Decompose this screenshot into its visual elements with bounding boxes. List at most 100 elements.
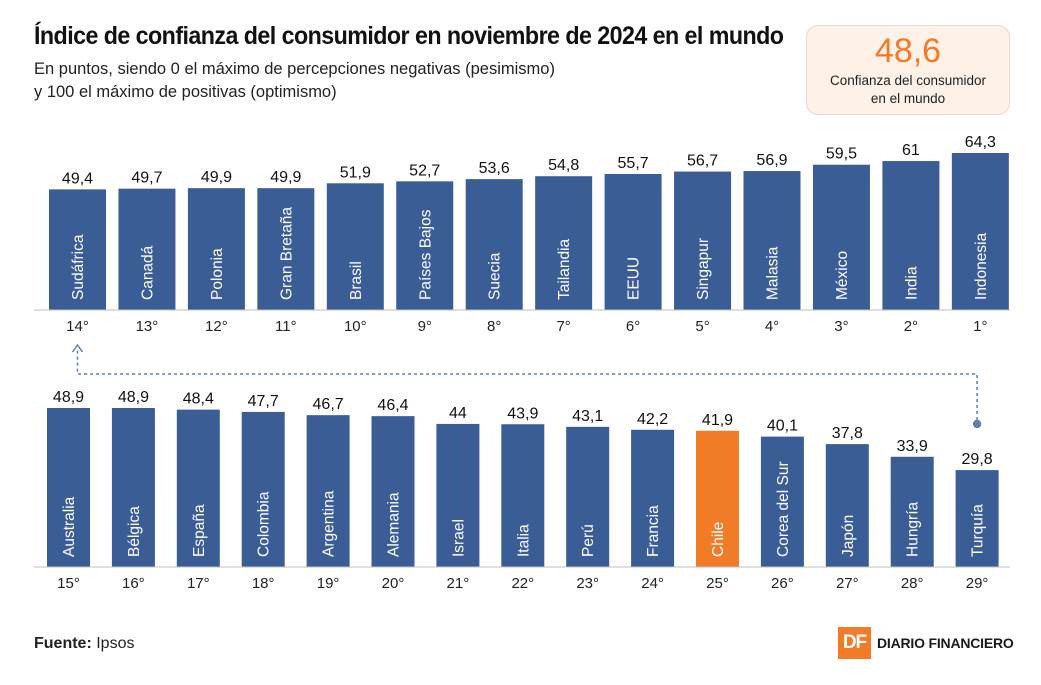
bar-chile	[696, 430, 739, 567]
rank-label-francia: 24°	[641, 575, 664, 592]
rank-label-espana: 17°	[187, 575, 210, 592]
rank-label-india: 2°	[904, 318, 918, 335]
world-confidence-value: 48,6	[874, 32, 942, 70]
value-label-belgica: 48,9	[118, 389, 149, 406]
connector-dot	[972, 419, 982, 429]
value-label-malasia: 56,9	[756, 152, 787, 169]
category-label-polonia: Polonia	[209, 248, 226, 300]
category-label-suecia: Suecia	[487, 252, 504, 300]
category-label-israel: Israel	[450, 519, 467, 557]
category-label-brasil: Brasil	[348, 261, 365, 300]
bar-tailandia	[535, 176, 593, 310]
rank-label-eeuu: 6°	[626, 318, 640, 335]
value-label-brasil: 51,9	[340, 164, 371, 181]
category-label-turquia: Turquía	[970, 504, 987, 557]
bar-sudafrica	[49, 189, 106, 310]
bar-corea-del-sur	[760, 436, 804, 567]
category-label-corea-del-sur: Corea del Sur	[775, 461, 792, 557]
value-label-alemania: 46,4	[377, 397, 408, 414]
value-label-mexico: 59,5	[826, 146, 857, 163]
bar-francia	[631, 429, 675, 567]
value-label-espana: 48,4	[183, 391, 214, 408]
bar-hungria	[890, 456, 934, 567]
value-label-paises-bajos: 52,7	[409, 162, 440, 179]
category-label-peru: Perú	[580, 524, 597, 557]
category-label-tailandia: Tailandia	[556, 238, 573, 300]
value-label-polonia: 49,9	[201, 169, 232, 186]
world-confidence-label-line-2: en el mundo	[870, 91, 946, 106]
value-label-japon: 37,8	[832, 425, 863, 442]
ranking-connector	[71, 343, 982, 429]
rank-label-gran-bretana: 11°	[275, 318, 297, 335]
category-label-sudafrica: Sudáfrica	[70, 234, 87, 300]
bottom-panel: 48,9 Australia 15° 48,9 Bélgica 16° 48,4 España…	[34, 389, 1010, 592]
bar-brasil	[326, 183, 384, 310]
category-label-paises-bajos: Países Bajos	[417, 209, 434, 300]
chart-subtitle: En puntos, siendo 0 el máximo de percepc…	[34, 58, 555, 104]
category-label-singapur: Singapur	[695, 238, 712, 300]
bar-belgica	[111, 408, 155, 567]
bar-suecia	[465, 179, 523, 310]
rank-label-turquia: 29°	[966, 575, 989, 592]
rank-label-peru: 23°	[576, 575, 599, 592]
bar-gran-bretana	[257, 188, 315, 310]
bar-singapur	[674, 171, 732, 310]
rank-label-singapur: 5°	[695, 318, 709, 335]
value-label-corea-del-sur: 40,1	[767, 418, 798, 435]
logo-mark: DF	[838, 627, 871, 659]
bar-espana	[176, 409, 220, 567]
rank-label-sudafrica: 14°	[66, 318, 89, 335]
rank-label-japon: 27°	[836, 575, 859, 592]
world-confidence-card: 48,6 Confianza del consumidor en el mund…	[806, 25, 1010, 115]
category-label-japon: Japón	[840, 515, 857, 557]
bar-canada	[118, 188, 176, 310]
bar-india	[882, 161, 940, 310]
category-label-belgica: Bélgica	[126, 506, 143, 557]
rank-label-brasil: 10°	[344, 318, 367, 335]
category-label-italia: Italia	[515, 524, 532, 557]
bar-indonesia	[951, 153, 1009, 310]
rank-label-canada: 13°	[136, 318, 159, 335]
bar-japon	[825, 444, 869, 567]
category-label-australia: Australia	[61, 496, 78, 557]
value-label-gran-bretana: 49,9	[270, 169, 301, 186]
bar-italia	[501, 424, 545, 567]
category-label-espana: España	[191, 504, 208, 557]
subtitle-line-2: y 100 el máximo de positivas (optimismo)	[34, 83, 337, 101]
bar-mexico	[812, 164, 870, 310]
bar-argentina	[306, 415, 350, 567]
source-note: Fuente: Ipsos	[34, 635, 134, 653]
value-label-eeuu: 55,7	[618, 155, 649, 172]
value-label-suecia: 53,6	[479, 160, 510, 177]
chart-title: Índice de confianza del consumidor en no…	[34, 22, 784, 50]
category-label-malasia: Malasia	[765, 246, 782, 300]
bar-alemania	[371, 416, 415, 567]
bar-paises-bajos	[396, 181, 454, 310]
category-label-gran-bretana: Gran Bretaña	[278, 207, 295, 300]
rank-label-polonia: 12°	[205, 318, 228, 335]
value-label-canada: 49,7	[131, 170, 162, 187]
category-label-eeuu: EEUU	[626, 257, 643, 300]
value-label-indonesia: 64,3	[965, 134, 996, 151]
rank-label-tailandia: 7°	[556, 318, 570, 335]
rank-label-belgica: 16°	[122, 575, 145, 592]
category-label-canada: Canadá	[139, 245, 156, 300]
value-label-turquia: 29,8	[962, 451, 993, 468]
bar-malasia	[743, 171, 801, 310]
bar-australia	[47, 408, 90, 567]
world-confidence-label-line-1: Confianza del consumidor	[829, 73, 987, 88]
rank-label-hungria: 28°	[901, 575, 924, 592]
rank-label-italia: 22°	[511, 575, 534, 592]
logo-text: DIARIO FINANCIERO	[877, 635, 1014, 651]
value-label-india: 61	[902, 142, 920, 159]
value-label-peru: 43,1	[572, 408, 603, 425]
value-label-tailandia: 54,8	[548, 157, 579, 174]
diario-financiero-logo: DF DIARIO FINANCIERO	[838, 627, 1014, 659]
connector-arrowhead	[71, 343, 84, 353]
bar-turquia	[955, 470, 999, 567]
rank-label-suecia: 8°	[487, 318, 501, 335]
category-label-india: India	[903, 266, 920, 300]
rank-label-australia: 15°	[57, 575, 80, 592]
bar-israel	[436, 423, 480, 567]
